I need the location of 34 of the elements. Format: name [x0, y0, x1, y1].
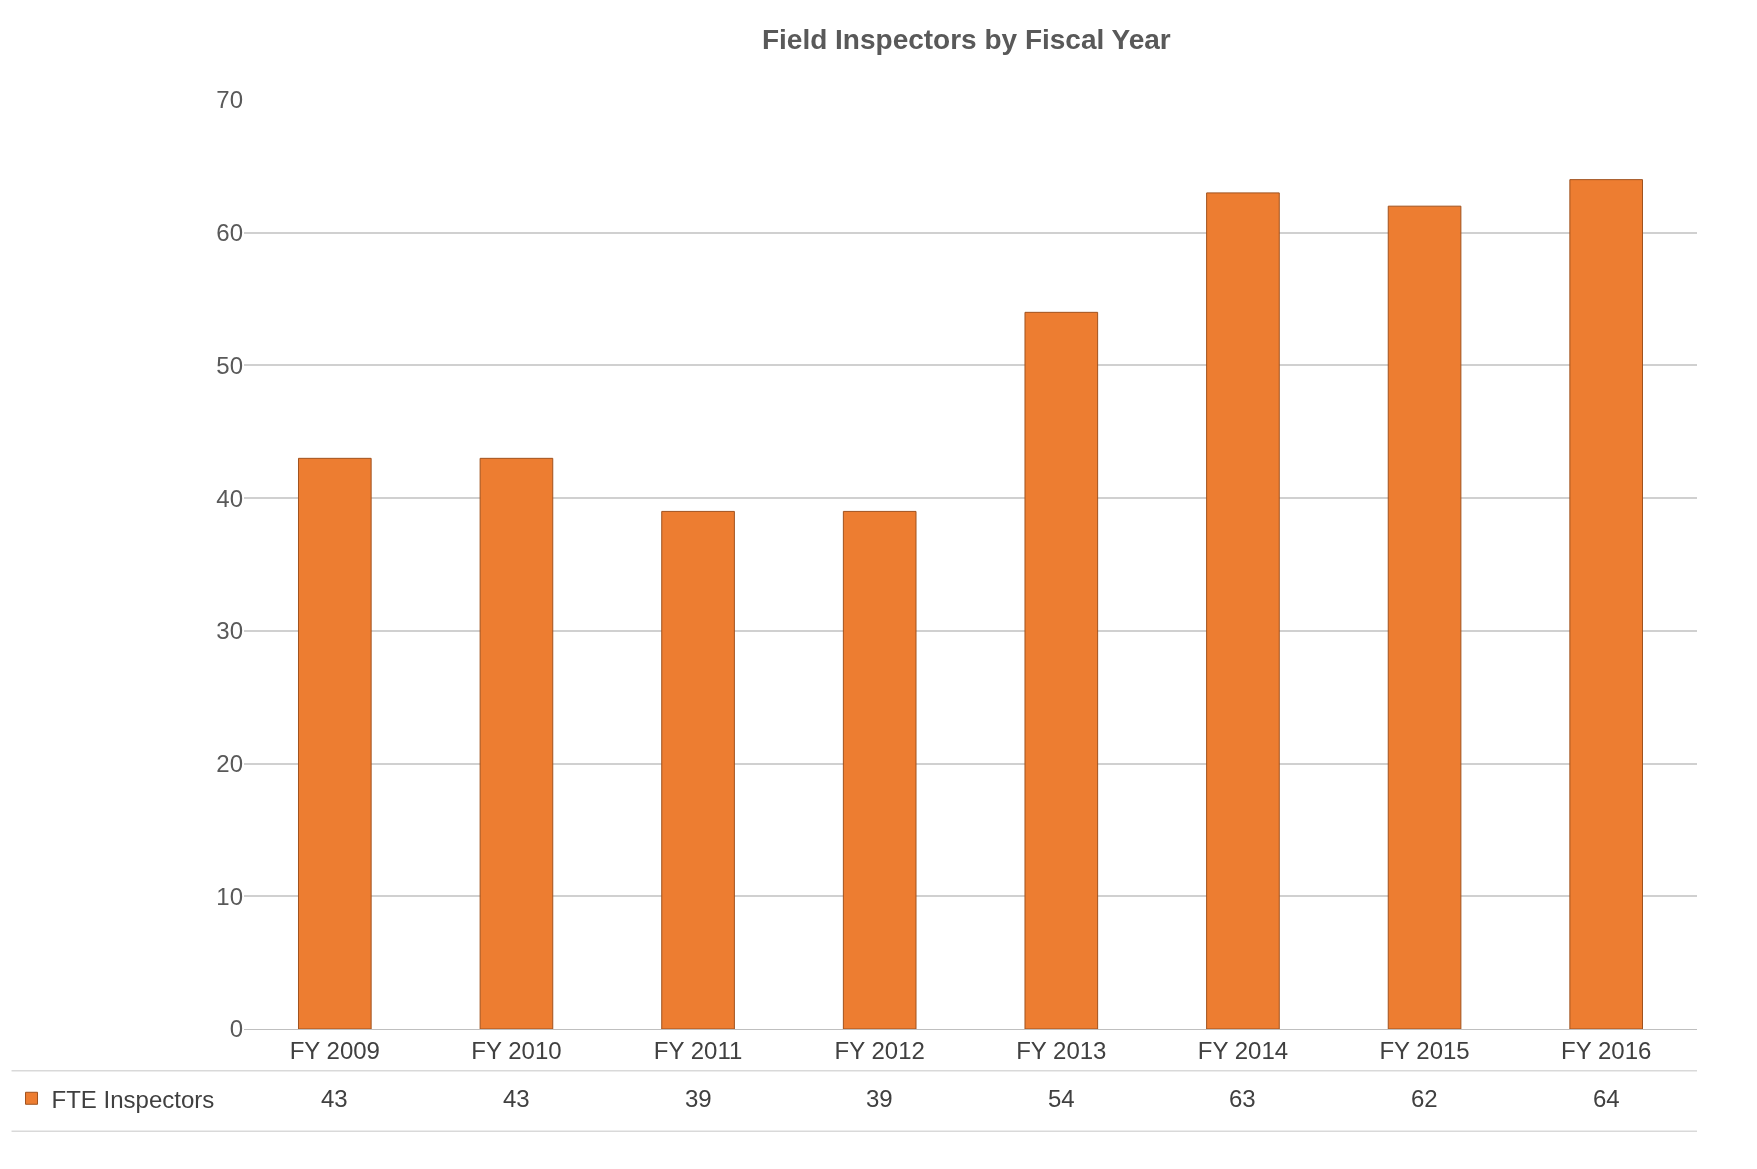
chart-title: Field Inspectors by Fiscal Year [761, 23, 1171, 55]
y-tick-label: 30 [216, 617, 243, 645]
data-label: 62 [1411, 1085, 1438, 1112]
data-label: 43 [503, 1085, 530, 1112]
data-label: 43 [321, 1085, 348, 1112]
bar [661, 510, 735, 1029]
y-tick-label: 50 [216, 351, 243, 379]
bar [479, 457, 554, 1029]
legend-label: FTE Inspectors [51, 1085, 215, 1113]
y-tick-label: 60 [216, 219, 243, 247]
x-tick-label: FY 2009 [289, 1036, 380, 1064]
x-tick-label: FY 2013 [1016, 1036, 1107, 1064]
bar [842, 510, 917, 1029]
data-label: 39 [685, 1085, 712, 1112]
x-tick-label: FY 2012 [834, 1036, 925, 1064]
y-tick-label: 10 [216, 882, 243, 910]
x-tick-label: FY 2016 [1561, 1036, 1652, 1064]
data-label: 63 [1229, 1085, 1256, 1112]
data-label: 39 [866, 1085, 893, 1112]
bar [297, 457, 372, 1029]
bar [1569, 179, 1644, 1029]
x-tick-label: FY 2011 [653, 1036, 743, 1064]
bar [1024, 311, 1099, 1029]
x-tick-label: FY 2010 [471, 1036, 562, 1064]
y-tick-label: 70 [216, 86, 243, 114]
y-tick-label: 40 [216, 484, 243, 512]
y-tick-label: 0 [229, 1015, 243, 1043]
bar [1387, 205, 1462, 1029]
x-tick-label: FY 2015 [1379, 1036, 1470, 1064]
bar [1206, 192, 1280, 1029]
data-label: 54 [1048, 1085, 1075, 1112]
data-label: 64 [1593, 1085, 1620, 1112]
x-tick-label: FY 2014 [1197, 1036, 1289, 1064]
y-tick-label: 20 [216, 749, 243, 777]
